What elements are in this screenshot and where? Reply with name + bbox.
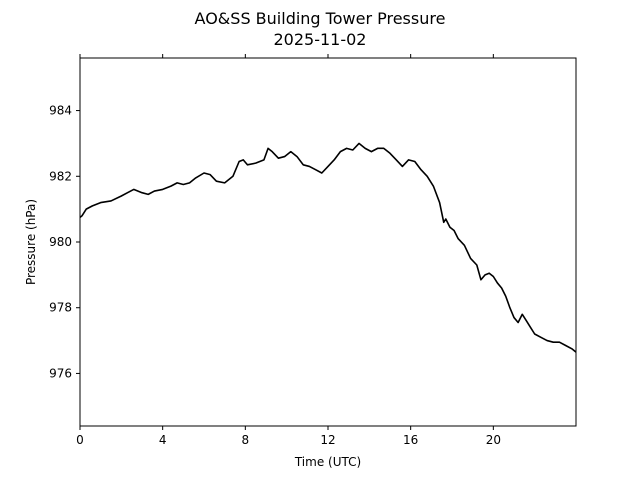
y-tick-label-984: 984 bbox=[49, 104, 72, 118]
chart-title: AO&SS Building Tower Pressure bbox=[195, 9, 446, 28]
y-axis-label: Pressure (hPa) bbox=[24, 199, 38, 285]
x-tick-label-12: 12 bbox=[320, 433, 335, 447]
axis-ticks bbox=[76, 54, 494, 430]
pressure-series-line bbox=[79, 142, 577, 353]
x-tick-label-20: 20 bbox=[486, 433, 501, 447]
x-axis-label: Time (UTC) bbox=[294, 455, 361, 469]
y-tick-label-982: 982 bbox=[49, 169, 72, 183]
plot-frame bbox=[79, 57, 577, 427]
x-tick-label-8: 8 bbox=[242, 433, 250, 447]
x-tick-label-4: 4 bbox=[159, 433, 167, 447]
y-tick-label-980: 980 bbox=[49, 235, 72, 249]
x-tick-label-16: 16 bbox=[403, 433, 418, 447]
y-tick-label-978: 978 bbox=[49, 301, 72, 315]
chart-subtitle: 2025-11-02 bbox=[274, 30, 367, 49]
x-tick-label-0: 0 bbox=[76, 433, 84, 447]
y-tick-label-976: 976 bbox=[49, 366, 72, 380]
tick-labels: 0 4 8 12 16 20 976 978 980 982 984 bbox=[49, 104, 501, 447]
